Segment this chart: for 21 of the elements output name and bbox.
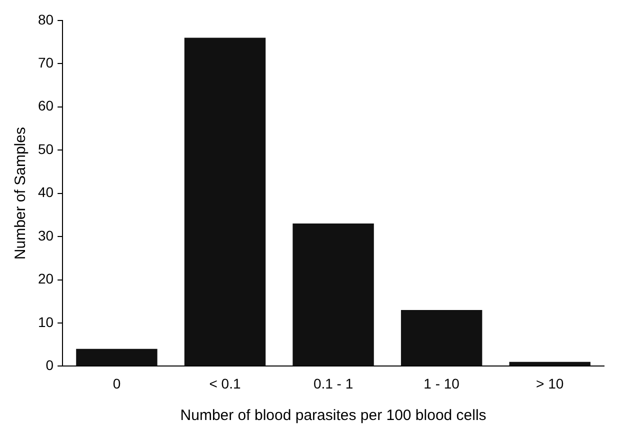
y-tick-label: 80 bbox=[38, 11, 54, 28]
y-tick-label: 70 bbox=[38, 54, 54, 70]
bar bbox=[76, 348, 158, 366]
bar bbox=[509, 362, 590, 366]
y-tick-label: 20 bbox=[38, 270, 54, 287]
y-tick-label: 10 bbox=[38, 314, 54, 330]
y-tick-label: 40 bbox=[38, 184, 54, 200]
x-tick-label: 0 bbox=[112, 375, 121, 392]
y-tick-label: 50 bbox=[38, 140, 54, 157]
y-tick-label: 60 bbox=[38, 98, 54, 114]
x-axis-title: Number of blood parasites per 100 blood cells bbox=[180, 407, 486, 424]
x-tick-label: 0.1 - 1 bbox=[313, 375, 354, 392]
bar bbox=[292, 224, 374, 366]
y-tick-label: 0 bbox=[46, 357, 54, 374]
y-axis-title: Number of Samples bbox=[12, 127, 30, 260]
x-tick-label: < 0.1 bbox=[209, 375, 241, 392]
bar bbox=[400, 310, 482, 366]
y-tick-label: 30 bbox=[38, 227, 54, 244]
x-tick-label: > 10 bbox=[536, 375, 564, 392]
bar bbox=[184, 38, 266, 366]
x-tick-label: 1 - 10 bbox=[424, 375, 460, 392]
